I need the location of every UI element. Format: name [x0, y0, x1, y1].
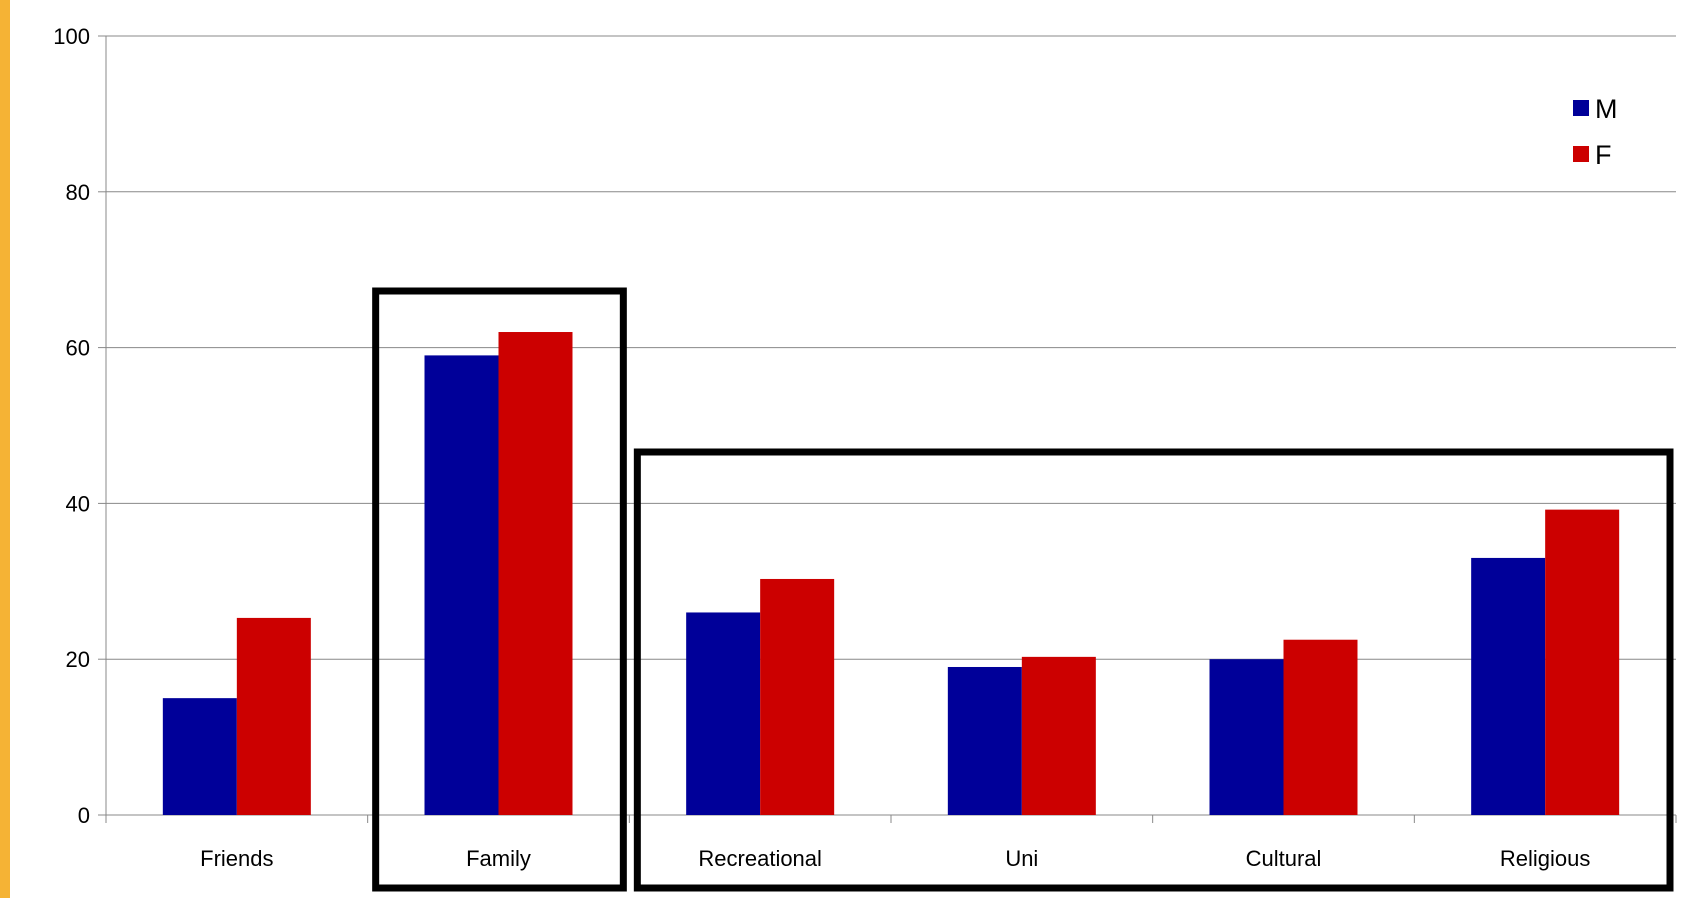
legend-label-F: F [1595, 140, 1612, 170]
y-tick-label: 100 [53, 24, 90, 49]
legend-swatch-F [1573, 146, 1589, 162]
y-tick-label: 20 [66, 647, 90, 672]
bar-M-recreational [686, 612, 761, 815]
y-tick-label: 60 [66, 336, 90, 361]
x-tick-label: Friends [200, 846, 273, 871]
bar-M-friends [162, 698, 237, 815]
chart-panel: Friends Family Recreational Uni Cultural Reli… [10, 0, 1686, 898]
bar-F-family [498, 332, 573, 815]
x-tick-label: Religious [1500, 846, 1591, 871]
highlight-box [633, 448, 1674, 892]
legend-label-M: M [1595, 94, 1618, 124]
legend-swatch-M [1573, 100, 1589, 116]
bars [162, 332, 1620, 815]
y-tick-labels: 0 20 40 60 80 100 [53, 24, 90, 828]
legend: MF [1573, 94, 1618, 170]
highlight-box [372, 287, 627, 892]
bar-M-family [424, 355, 499, 815]
x-tick-label: Uni [1005, 846, 1038, 871]
axes [98, 35, 1677, 823]
y-tick-label: 0 [78, 803, 90, 828]
highlight-boxes [372, 287, 1674, 892]
bar-M-uni [947, 666, 1022, 815]
bar-F-recreational [760, 578, 835, 815]
gridlines [106, 35, 1676, 660]
bar-F-friends [236, 617, 311, 815]
x-tick-label: Cultural [1246, 846, 1322, 871]
bar-F-cultural [1283, 639, 1358, 815]
bar-M-cultural [1209, 659, 1284, 815]
bar-F-religious [1545, 509, 1620, 815]
y-tick-label: 40 [66, 491, 90, 516]
x-tick-label: Family [466, 846, 531, 871]
bar-F-uni [1021, 656, 1096, 815]
y-tick-label: 80 [66, 180, 90, 205]
bar-M-religious [1471, 557, 1546, 815]
x-tick-label: Recreational [698, 846, 822, 871]
category-labels: Friends Family Recreational Uni Cultural Reli… [200, 846, 1590, 871]
bar-chart: Friends Family Recreational Uni Cultural Reli… [53, 24, 1677, 892]
